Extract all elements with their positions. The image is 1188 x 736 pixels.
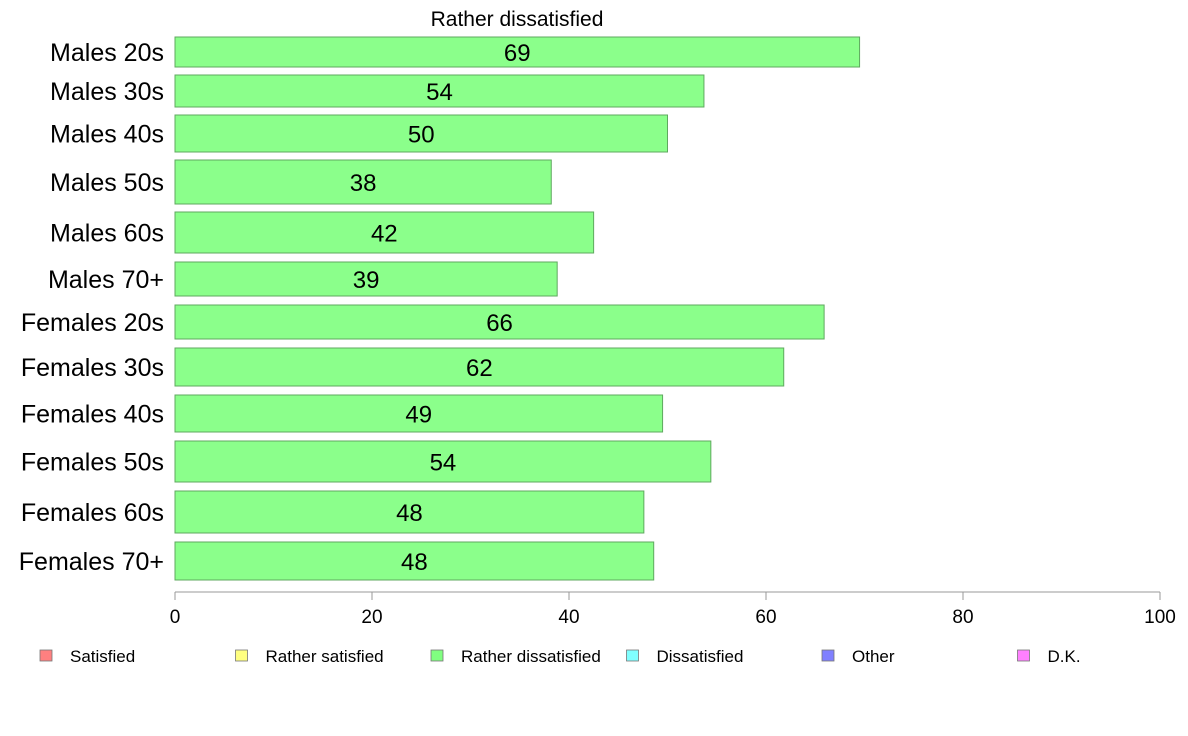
category-label: Males 20s — [50, 39, 164, 67]
bar-row: Females 40s 49 — [21, 394, 664, 433]
category-label: Males 40s — [50, 121, 164, 149]
data-label: 48 — [401, 549, 428, 576]
legend-label: D.K. — [1048, 647, 1081, 666]
bar-row: Females 30s 62 — [21, 347, 785, 387]
legend-item: D.K. — [1017, 647, 1081, 666]
bar — [174, 114, 668, 153]
data-label: 54 — [430, 450, 457, 477]
legend-item: Other — [821, 647, 895, 666]
legend-label: Other — [852, 647, 895, 666]
bar — [174, 394, 664, 433]
bar — [174, 304, 825, 340]
category-label: Females 40s — [21, 401, 164, 429]
category-label: Females 30s — [21, 354, 164, 382]
legend-item: Dissatisfied — [626, 647, 744, 666]
bar-row: Females 70+ 48 — [19, 541, 655, 581]
data-label: 39 — [353, 267, 380, 294]
bars-group: Males 20s 69 Males 30s 54 Males 40s 50 Males 5… — [19, 36, 861, 581]
bar — [174, 541, 655, 581]
data-label: 48 — [396, 500, 423, 527]
data-label: 49 — [405, 402, 432, 429]
category-label: Males 30s — [50, 78, 164, 106]
x-tick-label: 20 — [361, 607, 382, 628]
x-axis: 0 20 40 60 80 100 — [170, 591, 1176, 628]
bar-row: Males 60s 42 — [50, 211, 595, 254]
category-label: Males 70+ — [48, 266, 164, 294]
category-label: Females 20s — [21, 309, 164, 337]
legend-label: Rather dissatisfied — [461, 647, 601, 666]
bar-row: Males 40s 50 — [50, 114, 668, 153]
data-label: 62 — [466, 355, 493, 382]
category-label: Males 50s — [50, 169, 164, 197]
data-label: 50 — [408, 122, 435, 149]
bar — [174, 211, 595, 254]
chart-title: Rather dissatisfied — [431, 8, 604, 31]
legend-swatch — [821, 649, 835, 662]
legend-label: Rather satisfied — [266, 647, 384, 666]
bar-row: Males 20s 69 — [50, 36, 861, 68]
bar-row: Females 50s 54 — [21, 440, 712, 483]
category-label: Females 50s — [21, 449, 164, 477]
data-label: 38 — [350, 170, 377, 197]
legend: Satisfied Rather satisfied Rather dissatis… — [39, 647, 1081, 666]
data-label: 69 — [504, 40, 531, 67]
data-label: 54 — [426, 79, 453, 106]
bar — [174, 440, 712, 483]
category-label: Females 60s — [21, 499, 164, 527]
bar — [174, 490, 645, 534]
x-tick-label: 80 — [952, 607, 973, 628]
legend-swatch — [39, 649, 53, 662]
legend-swatch — [626, 649, 639, 662]
category-label: Males 60s — [50, 220, 164, 248]
legend-swatch — [1017, 649, 1030, 662]
bar — [174, 261, 558, 297]
bar-row: Males 30s 54 — [50, 74, 705, 108]
legend-swatch — [235, 649, 248, 662]
bar — [174, 159, 552, 205]
bar — [174, 36, 861, 68]
x-tick-label: 60 — [755, 607, 776, 628]
bar-row: Males 50s 38 — [50, 159, 552, 205]
category-label: Females 70+ — [19, 548, 164, 576]
legend-item: Satisfied — [39, 647, 135, 666]
x-tick-label: 0 — [170, 607, 181, 628]
data-label: 42 — [371, 221, 398, 248]
bar-row: Females 60s 48 — [21, 490, 645, 534]
legend-item: Rather satisfied — [235, 647, 384, 666]
legend-swatch — [430, 649, 444, 662]
data-label: 66 — [486, 310, 513, 337]
bar — [174, 347, 785, 387]
x-tick-label: 100 — [1144, 607, 1176, 628]
bar-row: Males 70+ 39 — [48, 261, 558, 297]
x-tick-label: 40 — [558, 607, 579, 628]
legend-item: Rather dissatisfied — [430, 647, 601, 666]
bar — [174, 74, 705, 108]
legend-label: Satisfied — [70, 647, 135, 666]
legend-label: Dissatisfied — [657, 647, 744, 666]
bar-row: Females 20s 66 — [21, 304, 825, 340]
